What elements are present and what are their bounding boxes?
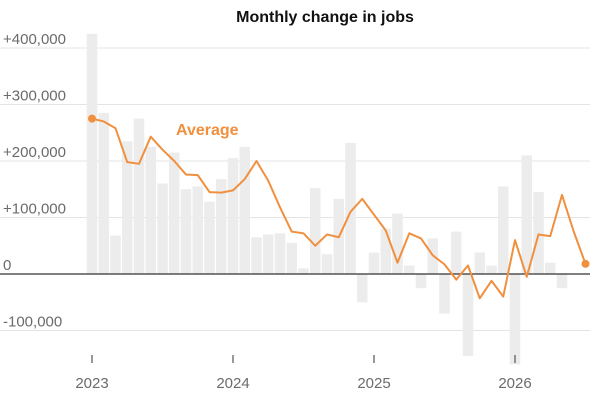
- bar: [239, 146, 250, 274]
- bar: [321, 254, 333, 274]
- average-end-point: [581, 259, 590, 268]
- bar: [368, 252, 380, 274]
- bar: [357, 274, 368, 303]
- y-tick-label: +300,000: [3, 88, 66, 105]
- bar: [533, 192, 544, 274]
- bar: [86, 33, 98, 274]
- x-tick-label: 2024: [216, 375, 249, 392]
- bar: [274, 233, 286, 274]
- bar: [415, 274, 427, 289]
- y-tick-label: +200,000: [3, 144, 66, 161]
- x-axis-ticks: 2023 2024 2025 2026: [75, 355, 532, 392]
- gridlines: [0, 47, 590, 331]
- bar: [145, 146, 156, 274]
- bar: [380, 228, 391, 274]
- bar: [310, 188, 321, 274]
- y-tick-label: +100,000: [3, 201, 66, 218]
- bar: [462, 274, 474, 356]
- chart-title: Monthly change in jobs: [236, 9, 414, 26]
- average-start-point: [88, 114, 96, 123]
- bar: [227, 158, 239, 274]
- average-line: [91, 117, 587, 300]
- series-label-average: Average: [176, 122, 239, 139]
- bar: [439, 274, 450, 314]
- y-tick-label: 0: [3, 257, 11, 274]
- bar: [157, 183, 168, 274]
- bar: [180, 189, 192, 274]
- bar: [486, 265, 497, 274]
- average-series: [88, 114, 590, 300]
- bar: [122, 141, 133, 274]
- y-axis-ticks: +400,000 +300,000 +200,000 +100,000 0 -100,00…: [3, 31, 66, 331]
- bar-series: [86, 33, 568, 365]
- bar: [216, 179, 227, 274]
- bar: [556, 274, 568, 289]
- bar: [286, 242, 297, 274]
- bar: [545, 262, 556, 274]
- bar: [169, 152, 180, 274]
- y-tick-label: +400,000: [3, 31, 66, 48]
- bar: [404, 265, 415, 274]
- bar: [98, 112, 109, 274]
- bar: [263, 234, 274, 274]
- bar: [521, 155, 532, 274]
- bar: [204, 201, 215, 274]
- bar: [133, 118, 145, 274]
- bar: [110, 235, 121, 274]
- x-tick-label: 2023: [75, 375, 108, 392]
- x-tick-label: 2025: [357, 375, 390, 392]
- bar: [192, 186, 203, 274]
- bar: [451, 231, 462, 274]
- bar: [509, 274, 521, 365]
- bar: [498, 186, 509, 274]
- bar: [251, 237, 262, 274]
- x-tick-label: 2026: [498, 375, 531, 392]
- y-tick-label: -100,000: [3, 314, 62, 331]
- bar: [298, 268, 309, 274]
- bar: [474, 252, 485, 274]
- bar: [392, 213, 403, 274]
- bar: [345, 142, 356, 274]
